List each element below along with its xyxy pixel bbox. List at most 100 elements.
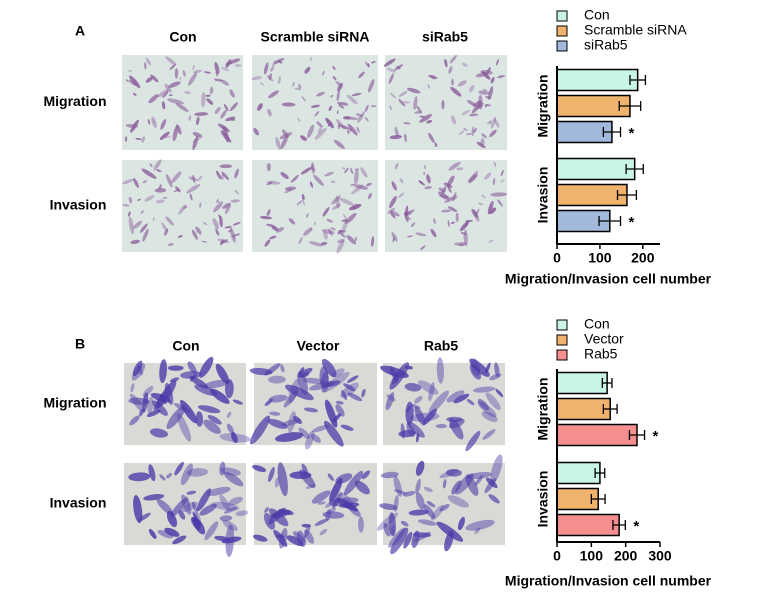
cell	[303, 524, 311, 539]
cell	[407, 421, 425, 438]
cell	[467, 471, 492, 480]
cell	[159, 131, 170, 140]
cell	[354, 203, 359, 207]
cell	[304, 430, 315, 450]
cell	[187, 361, 197, 374]
cell	[268, 90, 279, 99]
error-bar	[590, 494, 606, 504]
cell	[199, 356, 214, 378]
cell	[230, 199, 240, 203]
cell	[446, 416, 463, 422]
cell	[298, 236, 303, 245]
cell	[332, 203, 341, 210]
cell	[457, 80, 467, 87]
cell	[447, 220, 450, 227]
micrograph	[249, 358, 377, 450]
cell	[367, 79, 375, 93]
cell	[390, 527, 409, 555]
cell	[316, 121, 323, 128]
cell	[450, 221, 456, 224]
cell	[465, 519, 495, 531]
cell	[128, 397, 150, 405]
cell	[266, 181, 273, 186]
cell	[195, 411, 204, 427]
x-tick-label: 100	[580, 548, 604, 564]
cell	[426, 174, 431, 184]
cell	[353, 169, 359, 185]
cell	[314, 127, 327, 140]
cell	[122, 204, 130, 207]
cell	[219, 215, 223, 228]
cell	[423, 486, 433, 493]
cell	[284, 384, 314, 401]
column-label: siRab5	[422, 29, 468, 45]
cell	[177, 235, 183, 238]
cell	[150, 74, 159, 83]
cell	[339, 124, 351, 130]
cell	[135, 137, 142, 140]
cell	[438, 194, 450, 199]
cell	[489, 120, 492, 125]
cell	[201, 91, 206, 108]
cell	[490, 454, 503, 484]
micrograph	[124, 356, 251, 445]
cell	[196, 116, 200, 126]
cell	[298, 83, 302, 90]
cell	[162, 196, 168, 200]
cell	[441, 99, 445, 110]
column-label: Scramble siRNA	[261, 29, 370, 45]
cell	[235, 510, 249, 517]
cell	[164, 382, 174, 405]
cell	[156, 169, 162, 173]
cell	[446, 468, 462, 477]
cell	[485, 392, 501, 411]
cell	[336, 239, 345, 254]
cell	[259, 216, 272, 220]
bar	[556, 397, 611, 421]
cell	[181, 494, 192, 515]
cell	[318, 127, 322, 134]
cell	[277, 60, 283, 64]
cell	[342, 116, 351, 120]
cell	[367, 192, 372, 200]
cell	[449, 197, 454, 200]
cell	[423, 171, 426, 176]
cell	[343, 470, 364, 496]
x-tick-label: 100	[588, 250, 612, 266]
cell	[224, 226, 232, 229]
cell	[327, 122, 332, 127]
row-label: Migration	[44, 395, 107, 411]
cell	[484, 104, 492, 107]
cell	[341, 389, 348, 401]
cell	[493, 161, 497, 167]
legend-swatch	[556, 10, 568, 22]
cell	[223, 506, 238, 514]
cell	[162, 90, 169, 99]
row-label: Invasion	[50, 495, 107, 511]
cell	[330, 94, 334, 98]
cell	[458, 130, 465, 135]
error-bar	[602, 127, 622, 137]
cell	[451, 115, 457, 125]
cell	[129, 415, 140, 426]
group-label: Invasion	[535, 167, 551, 224]
cell	[336, 110, 339, 115]
cell	[263, 62, 269, 75]
row-label: Invasion	[50, 197, 107, 213]
cell	[489, 373, 502, 381]
cell	[179, 77, 182, 81]
cell	[497, 199, 503, 207]
cell	[182, 70, 186, 77]
cell	[225, 116, 236, 122]
cell	[131, 363, 146, 381]
cell	[169, 377, 180, 383]
cell	[221, 171, 230, 181]
micrograph	[122, 159, 243, 252]
error-bar	[594, 468, 606, 478]
cell	[207, 415, 222, 425]
cell	[167, 365, 184, 371]
cell	[195, 226, 202, 235]
cell	[328, 228, 333, 236]
cell	[220, 239, 224, 246]
